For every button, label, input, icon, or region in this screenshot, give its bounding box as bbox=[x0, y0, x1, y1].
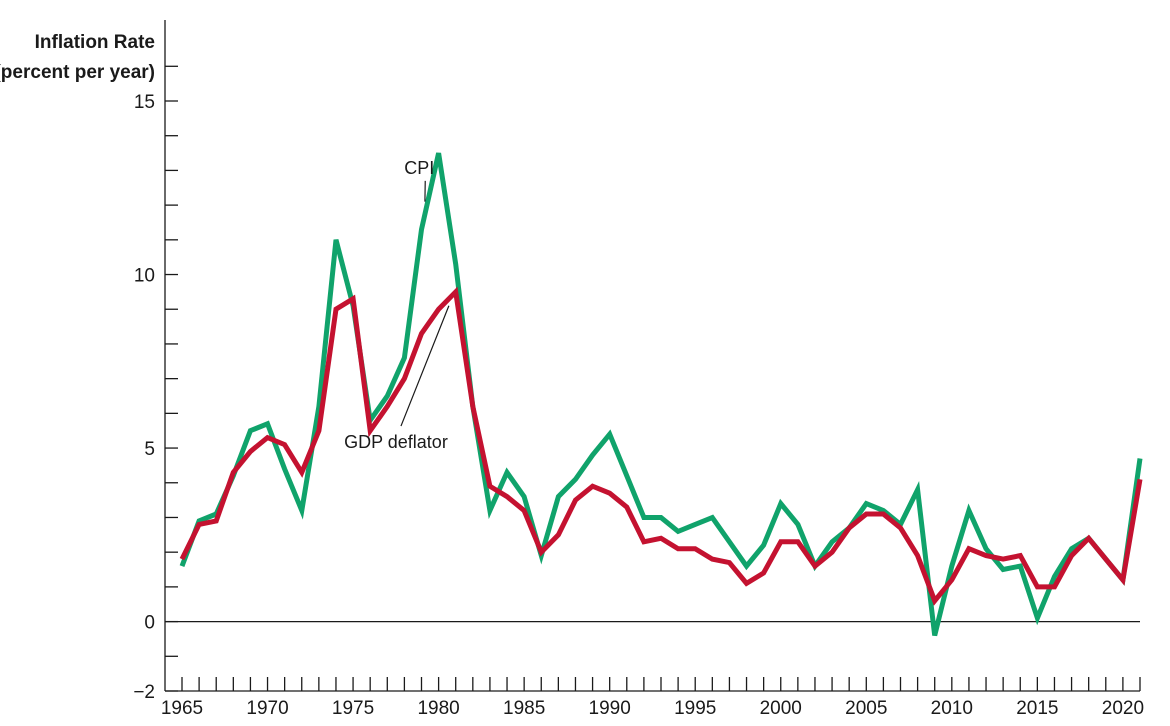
x-tick-label: 2015 bbox=[1016, 698, 1058, 719]
x-tick-label: 1965 bbox=[161, 698, 203, 719]
x-tick-label: 1975 bbox=[332, 698, 374, 719]
x-tick-label: 2020 bbox=[1102, 698, 1144, 719]
y-tick-label: −2 bbox=[133, 682, 155, 703]
series-line-cpi bbox=[179, 152, 1143, 637]
x-tick-label: 2000 bbox=[760, 698, 802, 719]
x-tick-label: 1995 bbox=[674, 698, 716, 719]
annotation-leader-gdp-deflator bbox=[400, 305, 450, 427]
annotation-label-gdp-deflator: GDP deflator bbox=[344, 432, 448, 452]
x-tick-label: 2010 bbox=[931, 698, 973, 719]
series-line-gdp-deflator bbox=[179, 286, 1143, 606]
x-tick-label: 1990 bbox=[589, 698, 631, 719]
y-axis-title-line2: (percent per year) bbox=[0, 62, 155, 83]
axes: −2 0 5 10 15 1965 1970 1975 1980 1985 1990 1995 2000… bbox=[133, 20, 1144, 719]
y-tick-label: 0 bbox=[144, 613, 155, 634]
annotation-layer: CPI GDP deflator bbox=[344, 158, 450, 452]
y-tick-label: 5 bbox=[144, 439, 155, 460]
series-layer bbox=[179, 152, 1143, 637]
y-tick-label: 10 bbox=[134, 266, 155, 287]
x-tick-label: 2005 bbox=[845, 698, 887, 719]
y-axis-title-line1: Inflation Rate bbox=[35, 32, 155, 53]
annotation-label-cpi: CPI bbox=[404, 158, 434, 178]
x-tick-label: 1970 bbox=[246, 698, 288, 719]
y-tick-label: 15 bbox=[134, 92, 155, 113]
x-tick-label: 1980 bbox=[417, 698, 459, 719]
x-tick-label: 1985 bbox=[503, 698, 545, 719]
